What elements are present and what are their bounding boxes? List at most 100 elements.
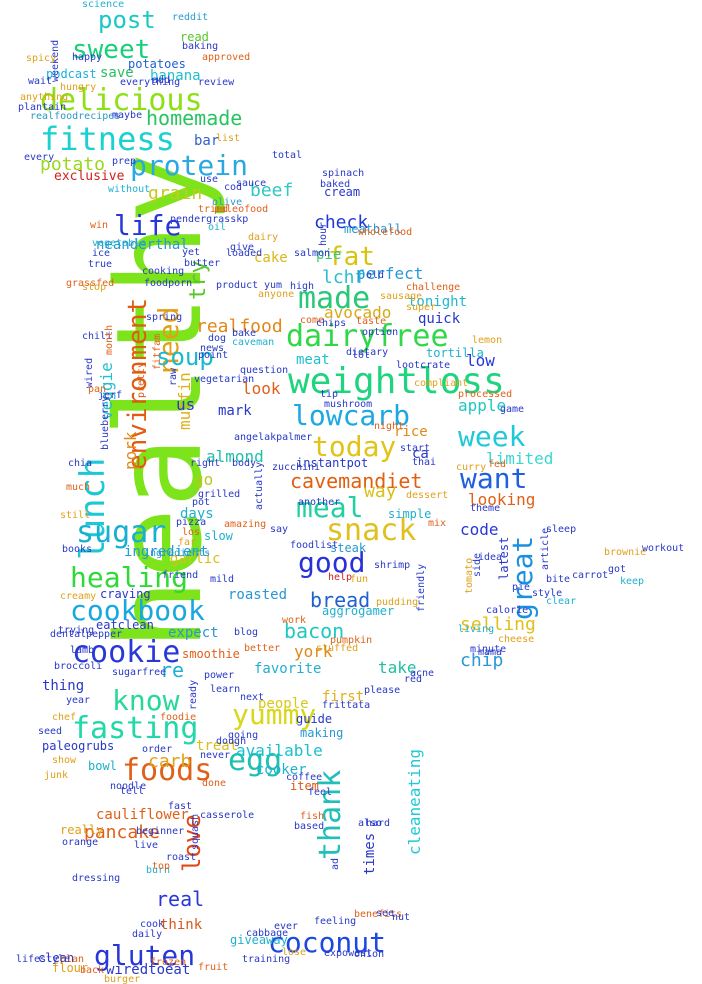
word-roasted: roasted	[228, 587, 287, 603]
word-realfoodrecipes: realfoodrecipes	[30, 111, 120, 122]
word-times: times	[362, 833, 378, 875]
word-living: living	[458, 624, 494, 635]
word-give: give	[230, 242, 254, 253]
word-start: start	[400, 443, 430, 454]
word-environment: environment	[123, 298, 153, 470]
word-veggie: veggie	[97, 362, 116, 420]
word-hard: hard	[366, 818, 390, 829]
word-friend: friend	[162, 570, 198, 581]
word-beef: beef	[250, 180, 293, 201]
word-pot: pot	[192, 497, 210, 508]
word-super: super	[406, 302, 436, 313]
word-pepper: pepper	[86, 629, 122, 640]
word-top: top	[152, 861, 170, 872]
word-pizza: pizza	[176, 517, 206, 528]
word-style: style	[532, 588, 562, 599]
word-yet: yet	[182, 247, 200, 258]
word-add: add	[152, 75, 170, 86]
word-work: work	[282, 615, 306, 626]
word-seed: seed	[38, 726, 62, 737]
word-chili: chili	[82, 331, 112, 342]
word-treat: treat	[196, 738, 238, 754]
word-frozen: frozen	[150, 957, 186, 968]
word-ingredients: ingredients	[144, 548, 210, 559]
word-coconut: coconut	[268, 926, 386, 959]
word-cavemandiet: cavemandiet	[290, 469, 422, 493]
word-butter: butter	[184, 258, 220, 269]
word-going: going	[228, 730, 258, 741]
word-look: look	[242, 379, 281, 398]
word-paleofood: paleofood	[214, 204, 268, 215]
word-benefits: benefits	[354, 909, 402, 920]
word-minute: minute	[470, 644, 506, 655]
word-ca: ca	[412, 446, 429, 462]
word-lunch: lunch	[73, 458, 113, 560]
word-creamy: creamy	[60, 591, 96, 602]
word-foodie: foodie	[160, 712, 196, 723]
word-cookie: cookie	[72, 635, 180, 670]
word-old: old	[366, 270, 384, 281]
word-cake: cake	[254, 250, 288, 266]
word-ad: ad	[330, 858, 341, 870]
word-thing: thing	[42, 678, 84, 694]
word-bacon: bacon	[284, 619, 344, 643]
word-every: every	[24, 152, 54, 163]
word-feeling: feeling	[314, 916, 356, 927]
word-almond: almond	[206, 447, 264, 466]
word-right: right	[190, 458, 220, 469]
word-never: never	[200, 750, 230, 761]
word-tortilla: tortilla	[426, 346, 484, 360]
word-gluten: gluten	[94, 939, 195, 972]
word-grassfed: grassfed	[66, 278, 114, 289]
word-tell: tell	[120, 786, 144, 797]
word-read: read	[180, 30, 209, 44]
word-learn: learn	[210, 684, 240, 695]
word-point: point	[198, 350, 228, 361]
word-oil: oil	[208, 222, 226, 233]
word-true: true	[88, 259, 112, 270]
word-york: york	[294, 642, 333, 661]
word-dessert: dessert	[406, 490, 448, 501]
word-carrot: carrot	[572, 570, 608, 581]
word-news: news	[200, 343, 224, 354]
word-fat: fat	[328, 242, 375, 272]
word-sugar: sugar	[76, 515, 166, 550]
word-dental: dental	[50, 629, 86, 640]
word-life: life	[114, 209, 181, 242]
word-expect: expect	[168, 625, 219, 641]
word-selling: selling	[460, 614, 536, 635]
word-know: know	[112, 684, 180, 717]
word-pretty: pretty	[136, 362, 147, 398]
word-available: available	[236, 741, 323, 760]
word-cooker: cooker	[256, 762, 307, 778]
word-approved: approved	[202, 52, 250, 63]
word-steak: steak	[330, 541, 367, 555]
word-question: question	[240, 365, 288, 376]
word-jerf: jerf	[98, 390, 122, 401]
word-lchf: lchf	[322, 267, 365, 288]
word-dough: dough	[216, 736, 246, 747]
word-cleaneating: cleaneating	[405, 749, 424, 855]
word-way: way	[364, 481, 397, 502]
word-cod: cod	[224, 182, 242, 193]
word-spring: spring	[146, 312, 182, 323]
word-flour: flour	[52, 961, 88, 975]
word-vegetarian: vegetarian	[194, 374, 254, 385]
word-keep: keep	[620, 576, 644, 587]
word-thank: thank	[313, 770, 348, 860]
word-cream: cream	[324, 185, 360, 199]
word-bake: bake	[232, 328, 256, 339]
word-latest: latest	[497, 537, 511, 580]
word-sugarfree: sugarfree	[112, 667, 166, 678]
word-see: see	[376, 908, 394, 919]
word-win: win	[90, 220, 108, 231]
word-power: power	[204, 670, 234, 681]
word-banana: banana	[150, 68, 201, 84]
word-us: us	[176, 395, 195, 414]
word-tonight: tonight	[408, 294, 467, 310]
word-still: still	[60, 510, 90, 521]
word-casserole: casserole	[200, 810, 254, 821]
word-bar: bar	[194, 133, 219, 149]
word-aggrogamer: aggrogamer	[322, 604, 394, 618]
word-craving: craving	[100, 587, 151, 601]
